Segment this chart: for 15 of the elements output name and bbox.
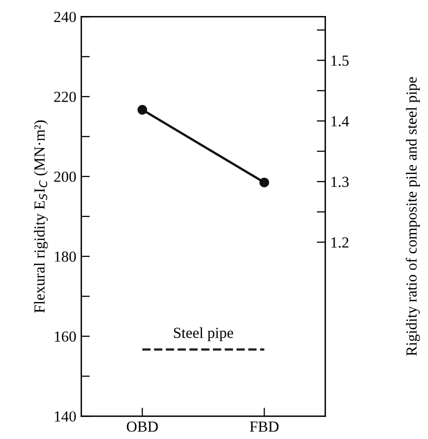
y2-tick-label: 1.3 [331, 176, 349, 188]
y-tick-label: 240 [54, 12, 76, 22]
y-tick-label: 160 [54, 331, 76, 342]
y-tick-label: 200 [54, 172, 76, 182]
y2-tick-label: 1.4 [331, 116, 349, 126]
y-tick-label: 180 [54, 252, 76, 262]
y-axis-title: Flexural rigidity E$_{S}$I$_{C}$ (MN·m²) [34, 120, 48, 313]
y2-tick-label: 1.2 [331, 237, 348, 248]
y2-tick-label: 1.5 [331, 56, 349, 66]
y-tick-label: 220 [54, 92, 76, 102]
y2-axis-title: Rigidity ratio of composite pile and steel pipe [406, 77, 420, 356]
x-tick-label: FBD [250, 422, 279, 432]
y-tick-label: 140 [54, 411, 76, 422]
series-label: Steel pipe [174, 327, 234, 342]
x-tick-label: OBD [126, 422, 158, 432]
